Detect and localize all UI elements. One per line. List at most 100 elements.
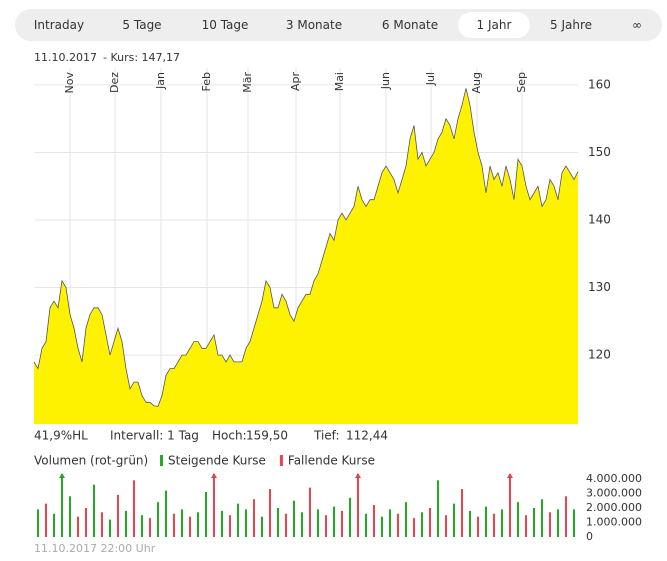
volume-bar bbox=[309, 487, 311, 537]
volume-bar bbox=[221, 510, 223, 537]
volume-bar bbox=[149, 518, 151, 537]
volume-bar bbox=[85, 507, 87, 537]
volume-bar bbox=[53, 513, 55, 537]
volume-bar bbox=[317, 509, 319, 537]
y-tick-label: 160 bbox=[588, 77, 611, 91]
range-tab[interactable]: 3 Monate bbox=[285, 18, 343, 32]
x-tick-label: Jan bbox=[154, 72, 167, 90]
volume-bar bbox=[125, 510, 127, 537]
volume-bar bbox=[37, 509, 39, 537]
range-tab[interactable]: 6 Monate bbox=[381, 18, 439, 32]
x-tick-label: Aug bbox=[470, 72, 483, 93]
volume-bar bbox=[213, 474, 215, 537]
volume-bar bbox=[69, 496, 71, 537]
range-tab[interactable]: 5 Jahre bbox=[550, 18, 592, 32]
legend-swatch bbox=[279, 455, 283, 466]
legend-label: Steigende Kurse bbox=[168, 454, 266, 468]
volume-bar bbox=[477, 516, 479, 537]
volume-bar bbox=[549, 512, 551, 537]
volume-bar bbox=[525, 515, 527, 537]
volume-bar bbox=[445, 515, 447, 537]
volume-bar bbox=[565, 496, 567, 537]
volume-bar bbox=[277, 507, 279, 537]
timestamp: 11.10.2017 22:00 Uhr bbox=[34, 542, 156, 555]
volume-bar bbox=[397, 513, 399, 537]
volume-bar bbox=[501, 509, 503, 537]
volume-bar bbox=[133, 480, 135, 537]
y-tick-label: 2.000.000 bbox=[586, 501, 642, 514]
x-tick-label: Nov bbox=[63, 72, 76, 94]
range-tab[interactable]: 5 Tage bbox=[122, 18, 162, 32]
volume-bar bbox=[533, 507, 535, 537]
volume-bar bbox=[485, 506, 487, 537]
volume-bar bbox=[469, 510, 471, 537]
y-tick-label: 150 bbox=[588, 145, 611, 159]
y-tick-label: 4.000.000 bbox=[586, 472, 642, 485]
volume-bar bbox=[117, 494, 119, 537]
x-tick-label: Sep bbox=[515, 72, 528, 93]
volume-bar bbox=[573, 509, 575, 537]
line bbox=[33, 88, 579, 407]
volume-bar bbox=[245, 509, 247, 537]
quote-date: 11.10.2017 bbox=[34, 51, 97, 64]
volume-bar bbox=[93, 484, 95, 537]
volume-bar bbox=[181, 509, 183, 537]
x-tick-label: Dez bbox=[108, 72, 121, 93]
volume-bar bbox=[373, 505, 375, 537]
y-tick-label: 0 bbox=[586, 530, 593, 543]
area bbox=[34, 88, 578, 425]
volume-bar bbox=[261, 516, 263, 537]
volume-bar bbox=[285, 513, 287, 537]
volume-bars bbox=[37, 474, 575, 537]
tab-bar: Intraday 5 Tage 10 Tage 3 Monate 6 Monate 1 J… bbox=[15, 9, 662, 41]
volume-bar bbox=[541, 499, 543, 537]
volume-bar bbox=[101, 512, 103, 537]
x-tick-label: Apr bbox=[289, 72, 302, 92]
volume-bar bbox=[165, 490, 167, 537]
volume-bar bbox=[61, 474, 63, 537]
volume-bar bbox=[197, 512, 199, 537]
range-stat: 41,9%HL bbox=[34, 429, 88, 443]
x-tick-label: Mär bbox=[241, 72, 254, 93]
volume-bar bbox=[229, 515, 231, 537]
volume-bar bbox=[333, 506, 335, 537]
volume-bar bbox=[357, 474, 359, 537]
quote-price: - Kurs: 147,17 bbox=[103, 51, 180, 64]
y-tick-label: 140 bbox=[588, 212, 611, 226]
volume-bar bbox=[205, 491, 207, 537]
range-tab[interactable]: 10 Tage bbox=[201, 18, 249, 32]
interval-stat: Intervall: 1 Tag bbox=[110, 429, 199, 443]
overflow-arrow bbox=[507, 473, 513, 478]
range-tab[interactable]: Intraday bbox=[33, 18, 85, 32]
volume-bar bbox=[349, 497, 351, 537]
volume-bar bbox=[493, 513, 495, 537]
volume-bar bbox=[461, 489, 463, 537]
volume-bar bbox=[453, 503, 455, 537]
overflow-arrow bbox=[211, 473, 217, 478]
y-tick-label: 130 bbox=[588, 280, 611, 294]
x-tick-label: Jul bbox=[424, 72, 437, 86]
volume-bar bbox=[341, 510, 343, 537]
volume-bar bbox=[437, 480, 439, 537]
overflow-arrow bbox=[355, 473, 361, 478]
x-tick-label: Jun bbox=[379, 72, 392, 90]
y-tick-label: 1.000.000 bbox=[586, 515, 642, 528]
volume-bar bbox=[109, 519, 111, 537]
range-tab[interactable]: 1 Jahr bbox=[458, 12, 530, 38]
volume-bar bbox=[421, 512, 423, 537]
volume-bar bbox=[325, 515, 327, 537]
volume-bar bbox=[157, 502, 159, 537]
volume-bar bbox=[293, 500, 295, 537]
range-tab[interactable]: ∞ bbox=[632, 18, 642, 32]
volume-bar bbox=[45, 503, 47, 537]
volume-bar bbox=[405, 502, 407, 537]
legend-label: Fallende Kurse bbox=[288, 454, 375, 468]
volume-bar bbox=[301, 512, 303, 537]
volume-bar bbox=[389, 509, 391, 537]
volume-bar bbox=[429, 507, 431, 537]
legend-swatch bbox=[160, 455, 163, 466]
volume-bar bbox=[517, 502, 519, 537]
volume-title: Volumen (rot-grün) bbox=[34, 454, 148, 468]
